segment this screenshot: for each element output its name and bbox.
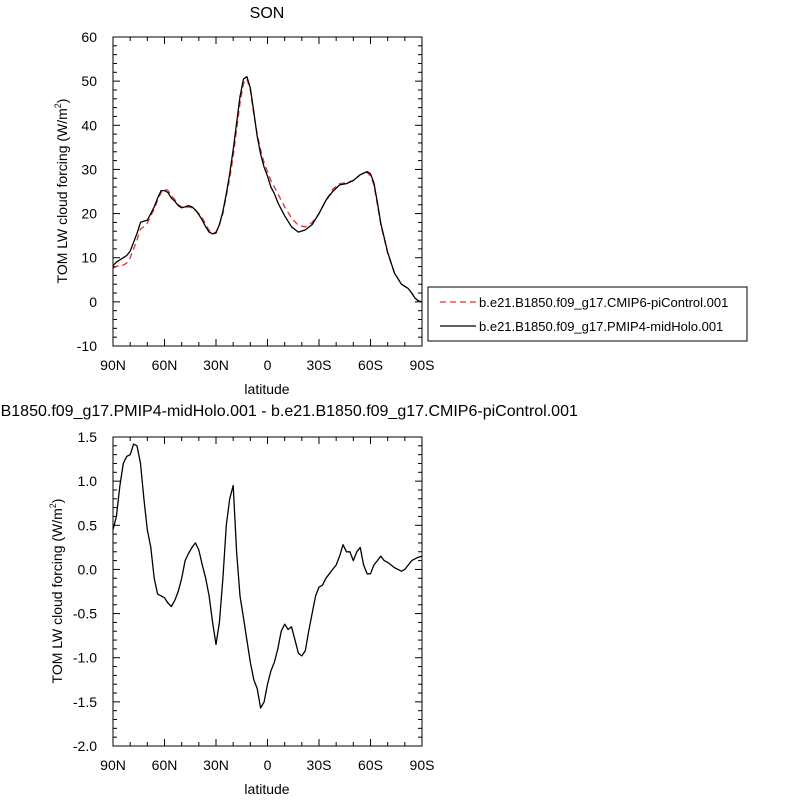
bottom-plot-frame [112,436,423,747]
bottom-y-tick-label: 0.5 [78,517,98,533]
bottom-y-tick-label: -0.5 [73,606,97,622]
top-x-tick-label: 30S [307,357,332,373]
top-x-tick-label: 60N [152,357,178,373]
bottom-y-tick-label: 0.0 [78,561,98,577]
top-tick-labels: 90N 60N 30N 0 30S 60S 90S -10 0 10 20 30 40 50 60 [77,29,435,373]
top-plot-frame [112,36,423,347]
legend: b.e21.B1850.f09_g17.CMIP6-piControl.001 … [427,286,748,342]
bottom-tick-labels: 90N 60N 30N 0 30S 60S 90S -2.0 -1.5 -1.0 -0.5 0.0 0.… [73,429,435,773]
top-y-tick-label: 20 [81,206,97,222]
bottom-x-tick-label: 60N [152,757,178,773]
top-y-tick-label: 60 [81,29,97,45]
bottom-y-tick-label: -1.0 [73,650,97,666]
bottom-x-tick-label: 90N [100,757,126,773]
bottom-x-tick-label: 30S [307,757,332,773]
legend-label-midholo: b.e21.B1850.f09_g17.PMIP4-midHolo.001 [479,319,723,334]
top-y-tick-label: -10 [77,338,97,354]
top-series-line-0 [112,78,423,303]
bottom-y-axis-label: TOM LW cloud forcing (W/m2) [48,499,65,684]
top-panel: SON 90N 60N 30N 0 30S 60S 90S-100102030405060 … [53,5,434,397]
top-y-tick-label: 50 [81,73,97,89]
top-y-axis-label-close: ) [54,99,70,104]
top-y-axis-label-text: TOM LW cloud forcing (W/m [54,108,70,283]
top-x-tick-label: 30N [203,357,229,373]
bottom-series-line-0 [112,443,423,709]
top-chart-title: SON [250,5,285,22]
top-y-tick-label: 0 [89,294,97,310]
top-series-line-1 [112,76,423,303]
top-x-axis-label: latitude [244,381,289,397]
bottom-y-tick-label: 1.0 [78,473,98,489]
top-x-tick-label: 0 [264,357,272,373]
bottom-y-axis-label-text: TOM LW cloud forcing (W/m [49,508,65,683]
top-y-tick-label: 10 [81,250,97,266]
bottom-x-tick-label: 60S [358,757,383,773]
legend-box [427,286,748,342]
bottom-x-tick-label: 30N [203,757,229,773]
top-series-lines [112,76,423,303]
bottom-y-axis-label-close: ) [49,499,65,504]
legend-label-picontrol: b.e21.B1850.f09_g17.CMIP6-piControl.001 [479,295,728,310]
top-x-tick-label: 60S [358,357,383,373]
bottom-y-tick-label: -1.5 [73,694,97,710]
top-y-axis-label-sup: 2 [53,103,63,108]
top-x-tick-label: 90N [100,357,126,373]
bottom-x-tick-label: 90S [410,757,435,773]
bottom-x-axis-label: latitude [244,781,289,797]
top-x-tick-label: 90S [410,357,435,373]
top-y-tick-label: 40 [81,117,97,133]
top-y-tick-label: 30 [81,161,97,177]
bottom-panel: b.e21.B1850.f09_g17.PMIP4-midHolo.001 - … [0,403,578,797]
top-y-axis-label: TOM LW cloud forcing (W/m2) [53,99,70,284]
bottom-y-tick-label: 1.5 [78,429,98,445]
bottom-ticks [112,436,423,747]
bottom-chart-title: b.e21.B1850.f09_g17.PMIP4-midHolo.001 - … [0,403,578,420]
bottom-y-tick-label: -2.0 [73,738,97,754]
bottom-series-lines [112,443,423,709]
bottom-x-tick-label: 0 [264,757,272,773]
bottom-y-axis-label-sup: 2 [48,503,58,508]
